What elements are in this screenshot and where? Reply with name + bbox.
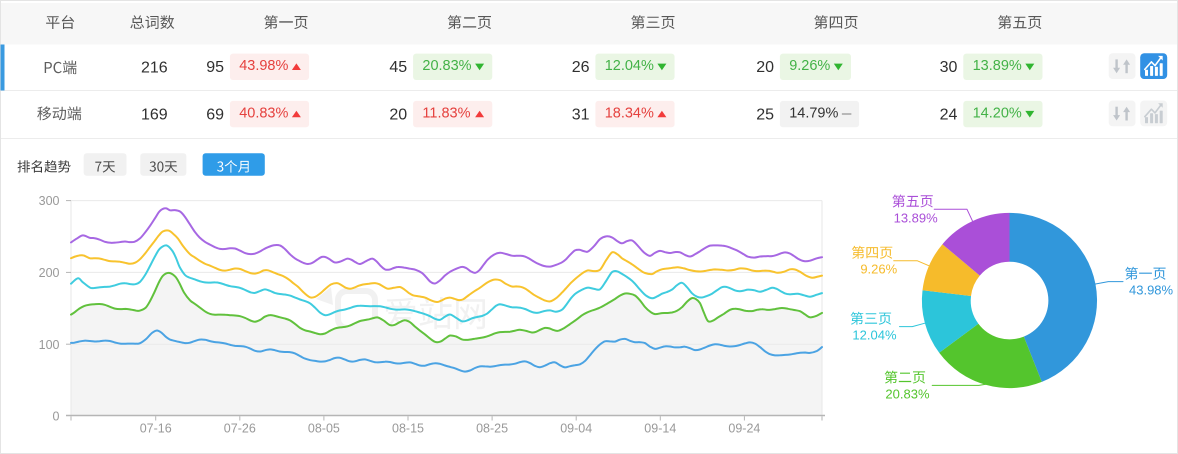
svg-text:69: 69 <box>206 106 224 123</box>
svg-text:216: 216 <box>141 59 168 76</box>
svg-text:40.83%: 40.83% <box>239 106 288 122</box>
svg-text:100: 100 <box>39 338 60 352</box>
svg-text:20: 20 <box>389 106 407 123</box>
svg-text:14.79%: 14.79% <box>789 106 838 122</box>
svg-text:13.89%: 13.89% <box>894 210 939 225</box>
svg-text:45: 45 <box>389 59 407 76</box>
svg-text:12.04%: 12.04% <box>605 58 654 74</box>
svg-text:26: 26 <box>572 59 590 76</box>
svg-text:31: 31 <box>572 106 590 123</box>
svg-text:20.83%: 20.83% <box>422 58 471 74</box>
svg-text:13.89%: 13.89% <box>973 58 1022 74</box>
svg-text:95: 95 <box>206 59 224 76</box>
svg-text:43.98%: 43.98% <box>239 58 288 74</box>
svg-text:200: 200 <box>39 266 60 280</box>
svg-text:18.34%: 18.34% <box>605 106 654 122</box>
svg-text:30: 30 <box>940 59 958 76</box>
svg-text:09-14: 09-14 <box>644 421 676 435</box>
svg-text:07-16: 07-16 <box>140 421 172 435</box>
svg-text:0: 0 <box>53 410 60 424</box>
svg-text:14.20%: 14.20% <box>973 106 1022 122</box>
svg-text:300: 300 <box>39 194 60 208</box>
svg-text:20: 20 <box>756 59 774 76</box>
svg-text:11.83%: 11.83% <box>422 106 470 122</box>
svg-text:08-15: 08-15 <box>392 421 424 435</box>
svg-text:9.26%: 9.26% <box>860 262 897 277</box>
svg-text:25: 25 <box>756 106 774 123</box>
svg-text:20.83%: 20.83% <box>885 386 930 401</box>
svg-text:09-24: 09-24 <box>728 421 760 435</box>
svg-text:9.26%: 9.26% <box>789 58 830 74</box>
svg-text:09-04: 09-04 <box>560 421 592 435</box>
svg-text:169: 169 <box>141 107 168 124</box>
svg-text:07-26: 07-26 <box>224 421 256 435</box>
svg-text:43.98%: 43.98% <box>1129 283 1174 298</box>
svg-text:08-25: 08-25 <box>476 421 508 435</box>
svg-text:12.04%: 12.04% <box>852 328 897 343</box>
svg-text:24: 24 <box>940 106 958 123</box>
svg-text:08-05: 08-05 <box>308 421 340 435</box>
